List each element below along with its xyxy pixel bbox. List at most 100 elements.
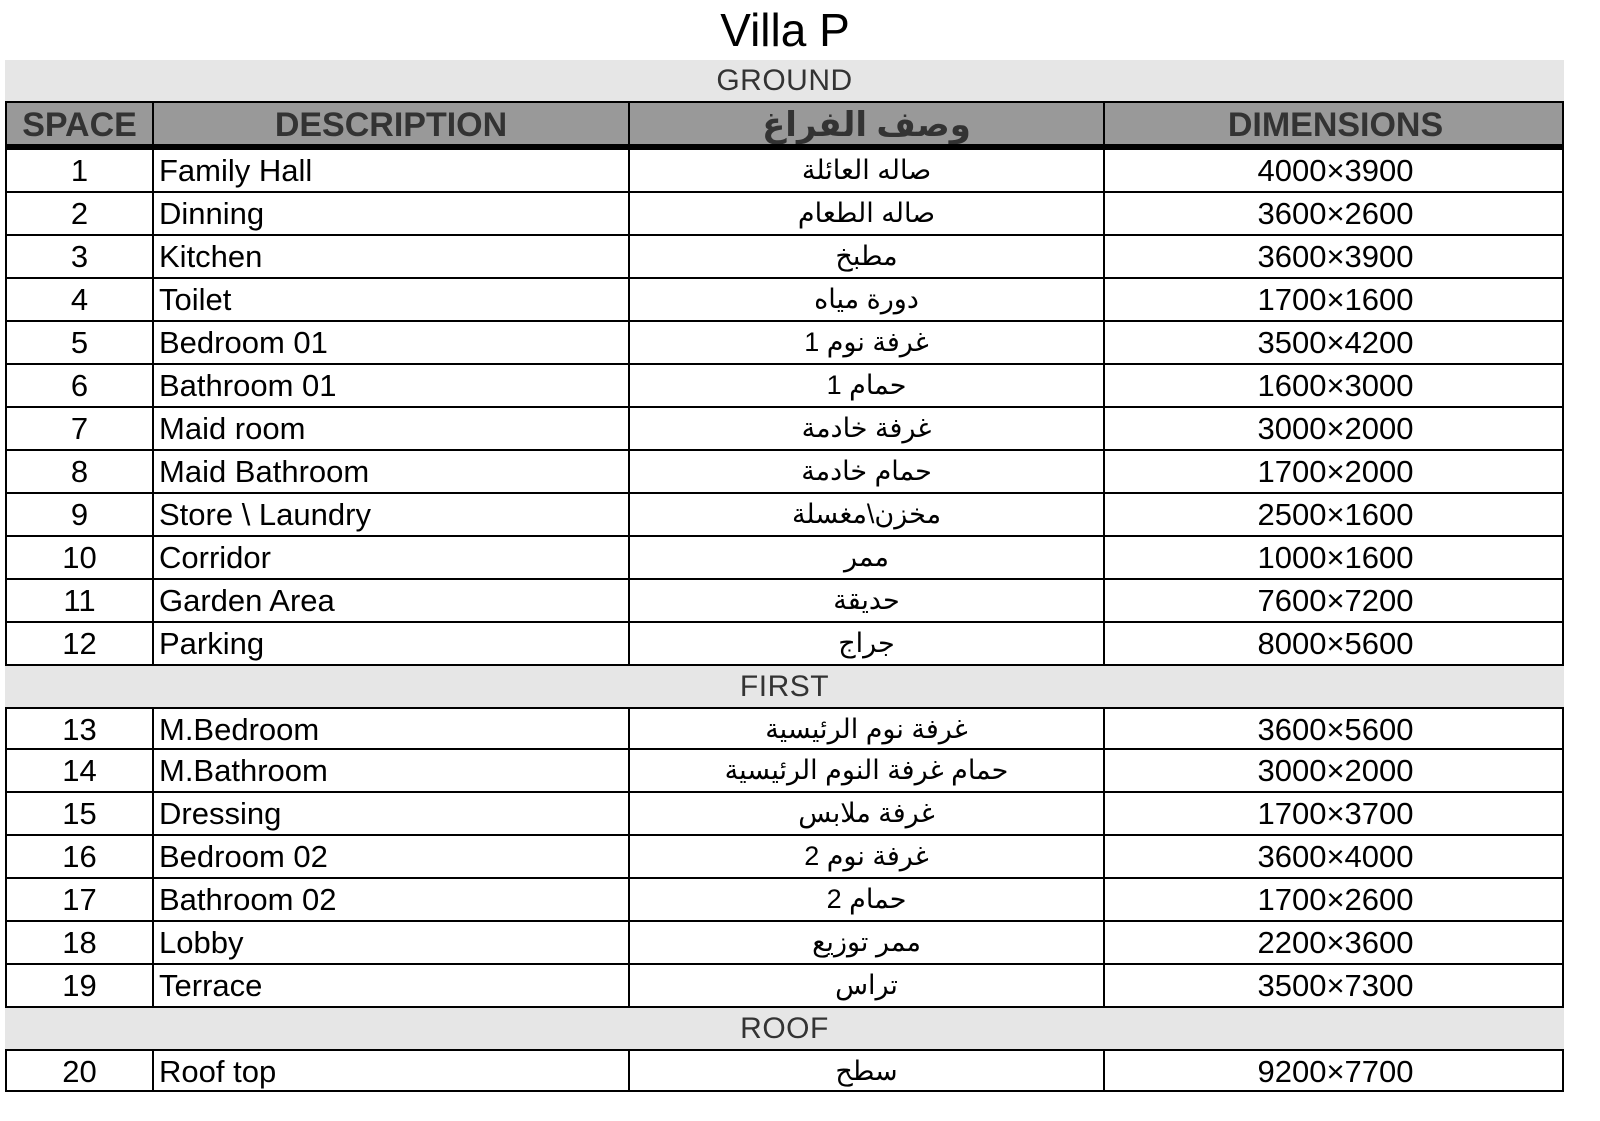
dimensions: 1700×1600	[1257, 282, 1414, 317]
description: Garden Area	[154, 580, 630, 621]
space-number: 14	[7, 750, 154, 791]
description: Bedroom 02	[154, 836, 630, 877]
dimensions: 1700×3700	[1257, 796, 1414, 831]
description: Maid room	[154, 408, 630, 449]
section-band-roof: ROOF	[5, 1008, 1564, 1049]
arabic-description: حديقة	[630, 580, 1105, 621]
dimensions: 3600×4000	[1257, 839, 1414, 874]
dimensions: 4000×3900	[1257, 153, 1414, 188]
arabic-description: حمام غرفة النوم الرئيسية	[630, 750, 1105, 791]
description: Toilet	[154, 279, 630, 320]
space-number: 12	[7, 623, 154, 664]
description: Store \ Laundry	[154, 494, 630, 535]
space-number: 8	[7, 451, 154, 492]
header-dimensions: DIMENSIONS	[1227, 106, 1444, 144]
header-space: SPACE	[7, 103, 154, 144]
arabic-description: مطبخ	[630, 236, 1105, 277]
dimensions: 3600×5600	[1257, 712, 1414, 747]
description: Roof top	[154, 1051, 630, 1090]
arabic-description: جراج	[630, 623, 1105, 664]
space-number: 15	[7, 793, 154, 834]
arabic-description: غرفة نوم 2	[630, 836, 1105, 877]
table-row: 4 Toilet دورة مياه 1700×1600	[5, 279, 1564, 322]
table-row: 9 Store \ Laundry مخزن\مغسلة 2500×1600	[5, 494, 1564, 537]
description: Family Hall	[154, 150, 630, 191]
space-number: 7	[7, 408, 154, 449]
description: Corridor	[154, 537, 630, 578]
description: M.Bathroom	[154, 750, 630, 791]
arabic-description: ممر توزيع	[630, 922, 1105, 963]
arabic-description: صاله الطعام	[630, 193, 1105, 234]
dimensions: 2500×1600	[1257, 497, 1414, 532]
space-number: 2	[7, 193, 154, 234]
space-number: 18	[7, 922, 154, 963]
space-number: 13	[7, 709, 154, 748]
arabic-description: غرفة نوم الرئيسية	[630, 709, 1105, 748]
table-row: 20 Roof top سطح 9200×7700	[5, 1049, 1564, 1092]
dimensions: 1700×2600	[1257, 882, 1414, 917]
dimensions: 3000×2000	[1257, 753, 1414, 788]
arabic-description: غرفة ملابس	[630, 793, 1105, 834]
table-row: 7 Maid room غرفة خادمة 3000×2000	[5, 408, 1564, 451]
description: M.Bedroom	[154, 709, 630, 748]
arabic-description: سطح	[630, 1051, 1105, 1090]
table-row: 14 M.Bathroom حمام غرفة النوم الرئيسية 3000…	[5, 750, 1564, 793]
space-number: 10	[7, 537, 154, 578]
spaces-table: GROUND SPACE DESCRIPTION وصف الفراغ DIMENSIO…	[5, 60, 1564, 1092]
dimensions: 3500×4200	[1257, 325, 1414, 360]
header-arabic: وصف الفراغ	[630, 103, 1105, 144]
dimensions: 2200×3600	[1257, 925, 1414, 960]
space-number: 9	[7, 494, 154, 535]
dimensions: 3000×2000	[1257, 411, 1414, 446]
table-row: 17 Bathroom 02 حمام 2 1700×2600	[5, 879, 1564, 922]
dimensions: 1000×1600	[1257, 540, 1414, 575]
description: Maid Bathroom	[154, 451, 630, 492]
description: Terrace	[154, 965, 630, 1006]
table-row: 13 M.Bedroom غرفة نوم الرئيسية 3600×5600	[5, 707, 1564, 750]
arabic-description: غرفة نوم 1	[630, 322, 1105, 363]
arabic-description: حمام خادمة	[630, 451, 1105, 492]
space-number: 16	[7, 836, 154, 877]
dimensions: 8000×5600	[1257, 626, 1414, 661]
description: Dinning	[154, 193, 630, 234]
table-row: 11 Garden Area حديقة 7600×7200	[5, 580, 1564, 623]
arabic-description: ممر	[630, 537, 1105, 578]
table-row: 1 Family Hall صاله العائلة 4000×3900	[5, 150, 1564, 193]
table-row: 18 Lobby ممر توزيع 2200×3600	[5, 922, 1564, 965]
arabic-description: مخزن\مغسلة	[630, 494, 1105, 535]
description: Dressing	[154, 793, 630, 834]
table-row: 6 Bathroom 01 حمام 1 1600×3000	[5, 365, 1564, 408]
dimensions: 3500×7300	[1257, 968, 1414, 1003]
description: Bedroom 01	[154, 322, 630, 363]
table-row: 12 Parking جراج 8000×5600	[5, 623, 1564, 666]
arabic-description: تراس	[630, 965, 1105, 1006]
arabic-description: دورة مياه	[630, 279, 1105, 320]
space-number: 4	[7, 279, 154, 320]
description: Kitchen	[154, 236, 630, 277]
section-band-first: FIRST	[5, 666, 1564, 707]
table-row: 3 Kitchen مطبخ 3600×3900	[5, 236, 1564, 279]
space-number: 20	[7, 1051, 154, 1090]
dimensions: 7600×7200	[1257, 583, 1414, 618]
table-row: 15 Dressing غرفة ملابس 1700×3700	[5, 793, 1564, 836]
arabic-description: حمام 1	[630, 365, 1105, 406]
table-row: 10 Corridor ممر 1000×1600	[5, 537, 1564, 580]
table-row: 16 Bedroom 02 غرفة نوم 2 3600×4000	[5, 836, 1564, 879]
table-header: SPACE DESCRIPTION وصف الفراغ DIMENSIONS	[5, 101, 1564, 150]
description: Lobby	[154, 922, 630, 963]
page-title: Villa P	[720, 4, 850, 56]
space-number: 1	[7, 150, 154, 191]
space-number: 19	[7, 965, 154, 1006]
table-row: 2 Dinning صاله الطعام 3600×2600	[5, 193, 1564, 236]
space-number: 5	[7, 322, 154, 363]
header-description: DESCRIPTION	[154, 103, 630, 144]
table-row: 8 Maid Bathroom حمام خادمة 1700×2000	[5, 451, 1564, 494]
arabic-description: صاله العائلة	[630, 150, 1105, 191]
space-number: 11	[7, 580, 154, 621]
table-row: 19 Terrace تراس 3500×7300	[5, 965, 1564, 1008]
space-number: 17	[7, 879, 154, 920]
table-row: 5 Bedroom 01 غرفة نوم 1 3500×4200	[5, 322, 1564, 365]
dimensions: 3600×2600	[1257, 196, 1414, 231]
description: Bathroom 01	[154, 365, 630, 406]
dimensions: 3600×3900	[1257, 239, 1414, 274]
